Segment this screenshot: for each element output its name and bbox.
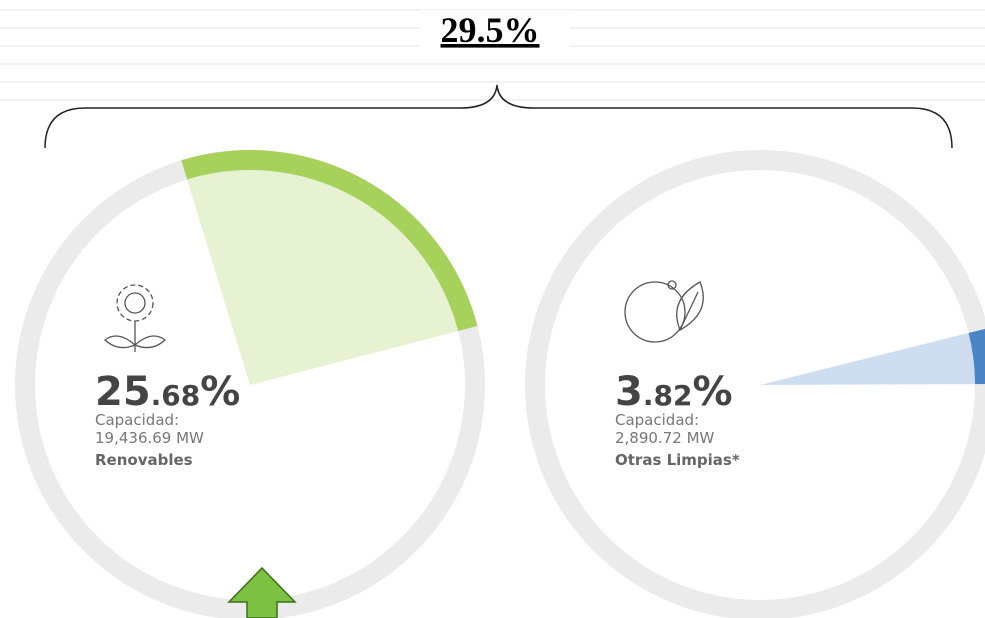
arc xyxy=(968,328,985,385)
value-label: 3.82% xyxy=(615,369,733,415)
capacity: 2,890.72 MW xyxy=(615,429,715,447)
brace xyxy=(44,84,953,149)
title-bg xyxy=(420,10,570,50)
series-name: Renovables xyxy=(95,451,193,469)
series-name: Otras Limpias* xyxy=(615,451,740,469)
wedge xyxy=(187,170,459,385)
caption: Capacidad: xyxy=(615,411,699,429)
wedge xyxy=(760,332,975,385)
leaf-icon xyxy=(624,280,704,343)
flower-icon xyxy=(103,284,167,352)
arrow xyxy=(227,566,297,618)
caption: Capacidad: xyxy=(95,411,179,429)
charts: 25.68%Capacidad:19,436.69 MWRenovables3.… xyxy=(15,150,985,618)
value-label: 25.68% xyxy=(95,369,240,415)
ring xyxy=(525,150,985,618)
arc xyxy=(181,150,478,331)
total-title: 29.5% xyxy=(441,10,540,50)
capacity: 19,436.69 MW xyxy=(95,429,204,447)
